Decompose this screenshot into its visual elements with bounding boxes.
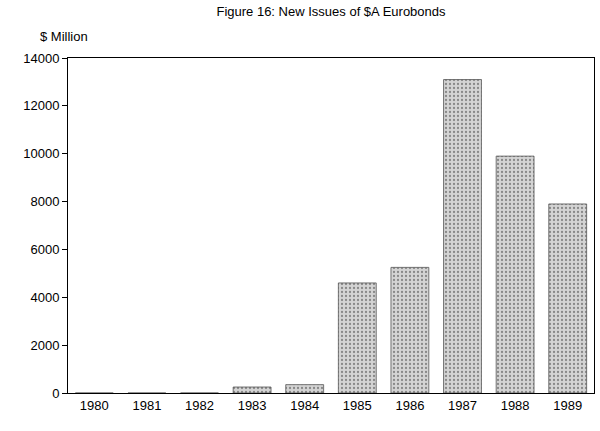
svg-text:14000: 14000: [23, 51, 59, 66]
svg-text:12000: 12000: [23, 98, 59, 113]
svg-text:$ Million: $ Million: [40, 29, 88, 44]
svg-text:1987: 1987: [448, 398, 477, 413]
svg-text:10000: 10000: [23, 146, 59, 161]
svg-text:1989: 1989: [553, 398, 582, 413]
svg-text:1988: 1988: [501, 398, 530, 413]
svg-text:0: 0: [52, 386, 59, 401]
svg-text:1983: 1983: [238, 398, 267, 413]
svg-text:8000: 8000: [30, 194, 59, 209]
svg-text:2000: 2000: [30, 338, 59, 353]
svg-text:4000: 4000: [30, 290, 59, 305]
svg-text:Figure 16: New Issues of $A Eu: Figure 16: New Issues of $A Eurobonds: [216, 4, 446, 19]
svg-text:1984: 1984: [290, 398, 319, 413]
svg-text:1981: 1981: [132, 398, 161, 413]
svg-text:1980: 1980: [80, 398, 109, 413]
svg-text:1982: 1982: [185, 398, 214, 413]
svg-text:1985: 1985: [343, 398, 372, 413]
svg-text:6000: 6000: [30, 242, 59, 257]
svg-text:1986: 1986: [395, 398, 424, 413]
